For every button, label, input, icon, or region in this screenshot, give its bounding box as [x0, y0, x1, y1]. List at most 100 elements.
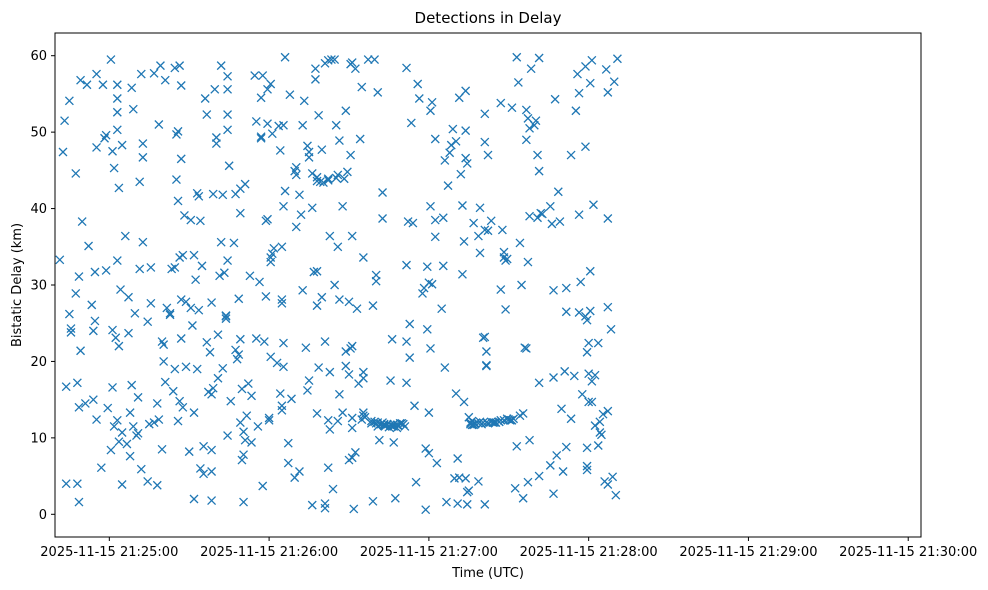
data-point — [525, 435, 535, 445]
data-point — [264, 415, 274, 425]
data-point — [480, 109, 490, 119]
data-point — [312, 408, 322, 418]
data-point — [146, 298, 156, 308]
data-point — [307, 500, 317, 510]
data-point — [426, 343, 435, 353]
data-point — [475, 203, 485, 213]
data-point — [521, 135, 531, 145]
data-point — [266, 257, 276, 267]
data-point — [112, 256, 122, 266]
data-point — [136, 69, 146, 79]
data-point — [302, 141, 312, 151]
data-point — [461, 126, 471, 136]
data-point — [223, 431, 233, 441]
data-point — [210, 84, 220, 94]
data-point — [510, 483, 520, 493]
data-point — [307, 203, 317, 213]
data-point — [339, 174, 349, 184]
data-point — [247, 391, 256, 401]
data-point — [582, 443, 592, 453]
data-point — [593, 338, 603, 348]
data-point — [451, 389, 461, 398]
data-point — [299, 96, 309, 106]
data-point — [213, 373, 223, 383]
data-point — [279, 201, 288, 211]
data-point — [451, 136, 461, 146]
data-point — [421, 505, 431, 515]
data-point — [432, 458, 442, 468]
data-point — [515, 238, 525, 248]
data-point — [223, 125, 233, 135]
data-point — [402, 63, 411, 73]
data-point — [258, 481, 268, 491]
data-point — [173, 196, 183, 206]
data-point — [593, 441, 603, 450]
data-point — [588, 200, 598, 210]
data-point — [507, 103, 517, 113]
data-point — [160, 75, 170, 85]
data-point — [422, 324, 432, 334]
data-point — [157, 337, 167, 347]
data-point — [178, 250, 188, 260]
data-point — [258, 71, 268, 81]
data-point — [124, 292, 133, 302]
data-point — [347, 423, 357, 433]
data-point — [545, 201, 555, 211]
data-point — [170, 364, 180, 374]
data-point — [291, 170, 301, 180]
data-point — [330, 280, 340, 290]
data-point — [239, 450, 248, 460]
data-point — [325, 231, 335, 241]
data-point — [117, 480, 127, 489]
data-point — [582, 461, 592, 471]
data-point — [195, 463, 205, 473]
data-point — [413, 79, 423, 89]
data-point — [473, 476, 483, 486]
data-point — [310, 74, 320, 84]
data-point — [374, 435, 384, 445]
data-point — [301, 343, 311, 353]
data-point — [350, 64, 360, 74]
data-point — [601, 64, 611, 74]
data-point — [290, 473, 300, 483]
data-point — [135, 264, 145, 274]
data-point — [245, 271, 255, 281]
data-point — [76, 346, 86, 356]
data-point — [279, 338, 288, 348]
data-point — [66, 324, 76, 334]
data-point — [350, 447, 360, 457]
data-point — [283, 438, 293, 448]
data-point — [173, 126, 183, 136]
y-tick-label: 0 — [39, 508, 47, 523]
y-tick-label: 50 — [30, 126, 47, 141]
data-point — [71, 288, 81, 298]
data-point — [189, 250, 199, 260]
data-point — [90, 316, 100, 326]
data-point — [295, 190, 304, 200]
data-point — [243, 379, 253, 389]
data-point — [462, 499, 472, 509]
data-point — [496, 98, 506, 108]
data-point — [165, 310, 175, 320]
data-point — [603, 214, 613, 223]
data-point — [480, 137, 490, 147]
plot-area — [54, 32, 922, 538]
data-point — [170, 262, 180, 272]
data-point — [256, 133, 266, 143]
data-point — [315, 177, 325, 187]
data-point — [430, 134, 440, 144]
data-point — [234, 294, 244, 304]
data-point — [347, 413, 357, 423]
data-point — [250, 71, 260, 81]
data-point — [566, 414, 576, 424]
data-point — [275, 146, 285, 155]
data-point — [314, 363, 324, 373]
data-point — [549, 489, 558, 499]
data-point — [304, 376, 314, 386]
data-point — [178, 402, 188, 412]
data-point — [114, 183, 124, 193]
data-point — [518, 408, 528, 418]
data-point — [512, 441, 522, 451]
data-point — [192, 364, 202, 374]
data-point — [267, 129, 277, 139]
